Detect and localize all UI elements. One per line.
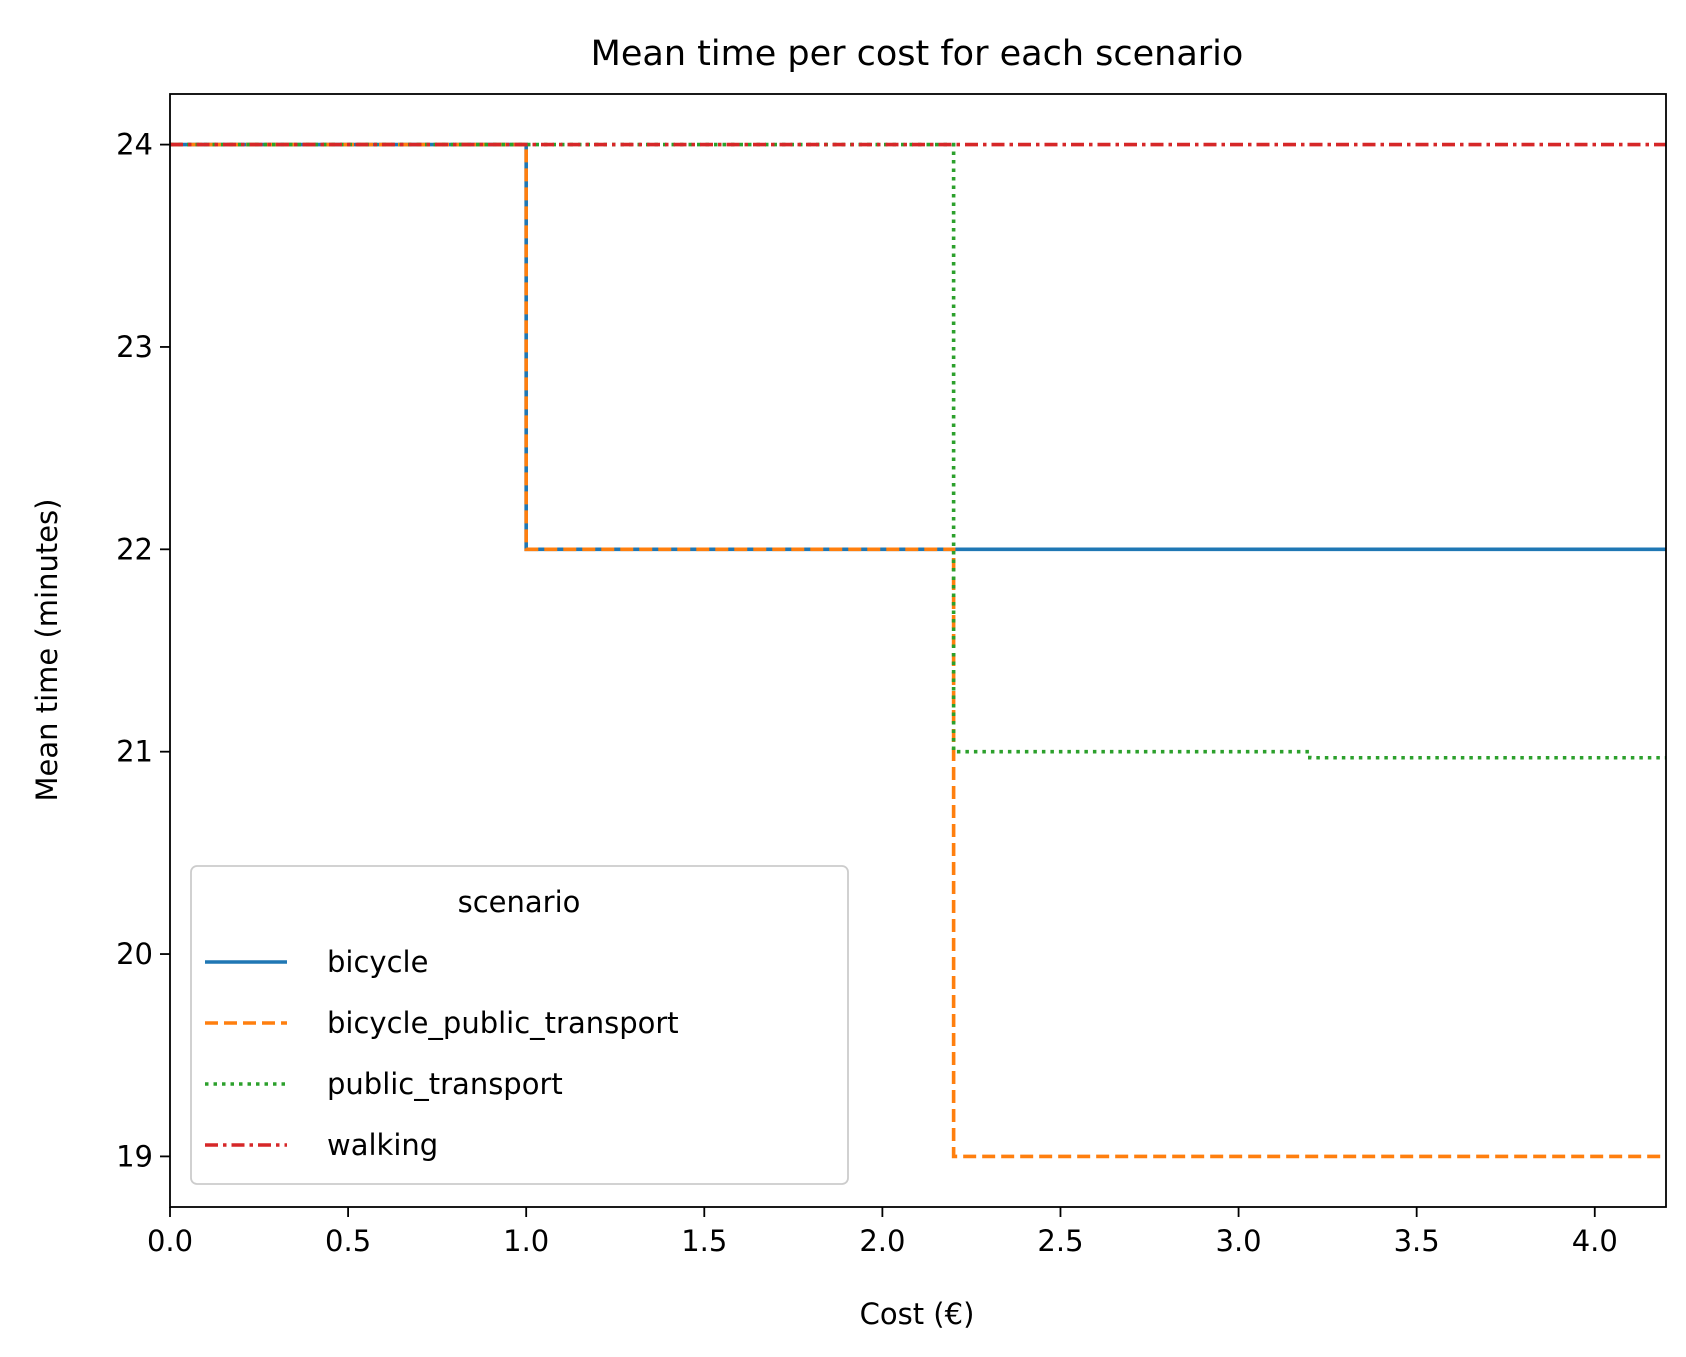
y-tick-label: 21 xyxy=(116,735,153,769)
x-tick-label: 0.5 xyxy=(325,1224,371,1258)
y-axis: 19 20 21 22 23 24 xyxy=(116,128,170,1173)
y-tick-label: 23 xyxy=(116,330,153,364)
legend-item-bicycle: bicycle xyxy=(205,945,428,979)
plot-frame xyxy=(169,93,1667,1208)
x-tick-label: 4.0 xyxy=(1572,1224,1618,1258)
legend-item-public-transport: public_transport xyxy=(205,1067,563,1101)
series-line-public-transport xyxy=(170,142,1666,760)
x-tick-label: 1.0 xyxy=(503,1224,549,1258)
x-tick-label: 1.5 xyxy=(681,1224,727,1258)
y-tick-label: 20 xyxy=(116,937,153,971)
x-axis: 0.0 0.5 1.0 1.5 2.0 2.5 3.0 3.5 4.0 xyxy=(147,1207,1618,1258)
y-axis-label: Mean time (minutes) xyxy=(30,499,64,802)
legend-label: bicycle xyxy=(327,945,428,979)
x-tick-label: 3.0 xyxy=(1216,1224,1262,1258)
series-lines xyxy=(170,142,1666,1159)
plot-area xyxy=(169,93,1667,1208)
chart-title: Mean time per cost for each scenario xyxy=(591,34,1244,74)
y-tick-label: 19 xyxy=(116,1139,153,1173)
x-tick-label: 2.5 xyxy=(1037,1224,1083,1258)
y-tick-label: 22 xyxy=(116,532,153,566)
legend-item-bicycle-public-transport: bicycle_public_transport xyxy=(205,1006,679,1040)
legend-box xyxy=(190,865,849,1185)
legend-label: walking xyxy=(327,1128,438,1162)
legend-label: bicycle_public_transport xyxy=(327,1006,679,1040)
legend-title: scenario xyxy=(458,885,581,919)
x-tick-label: 2.0 xyxy=(859,1224,905,1258)
legend: scenario bicycle bicycle_public_transportp… xyxy=(190,865,849,1185)
x-axis-label: Cost (€) xyxy=(860,1297,975,1331)
legend-label: public_transport xyxy=(327,1067,563,1101)
y-tick-label: 24 xyxy=(116,128,153,162)
legend-item-walking: walking xyxy=(205,1128,438,1162)
x-tick-label: 3.5 xyxy=(1394,1224,1440,1258)
x-tick-label: 0.0 xyxy=(147,1224,193,1258)
